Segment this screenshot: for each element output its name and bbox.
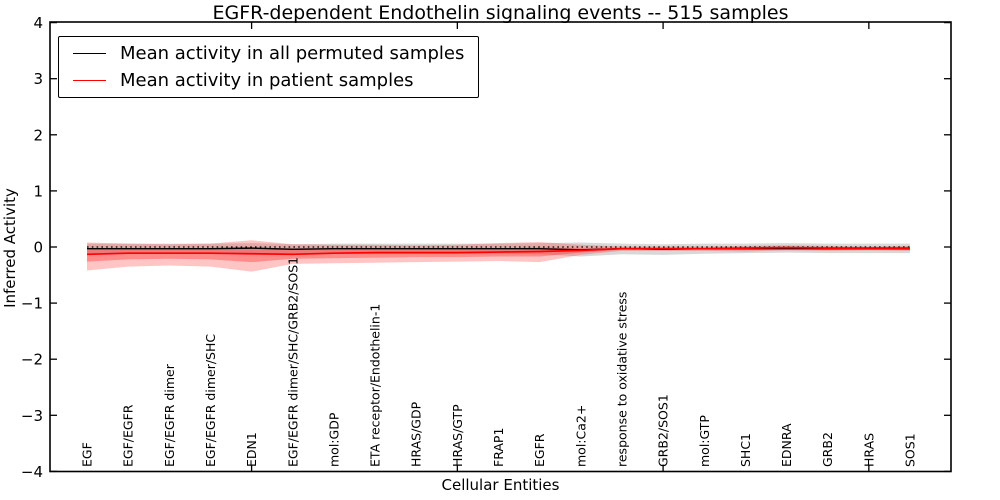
x-entity-label: mol:Ca2+	[573, 405, 588, 467]
y-tick-label: −2	[21, 351, 43, 369]
legend-label-patient: Mean activity in patient samples	[120, 70, 414, 91]
x-entity-label: HRAS/GTP	[450, 404, 465, 467]
legend-entry-patient: Mean activity in patient samples	[73, 67, 464, 94]
x-entity-label: EDN1	[244, 432, 259, 467]
x-entity-label: mol:GTP	[697, 415, 712, 467]
patient-inner-band	[87, 246, 910, 263]
x-entity-label: EGF	[80, 442, 95, 467]
x-entity-label: FRAP1	[491, 428, 506, 467]
x-entity-label: GRB2	[820, 432, 835, 467]
y-tick-label: −3	[21, 407, 43, 425]
y-tick-label: 3	[33, 70, 43, 88]
legend-line-patient-icon	[73, 80, 106, 81]
y-tick-label: −4	[21, 463, 43, 481]
x-entity-label: EGFR	[532, 433, 547, 467]
permuted-std-band	[87, 242, 910, 257]
x-entity-label: EDNRA	[779, 423, 794, 467]
y-axis-title: Inferred Activity	[1, 188, 19, 308]
x-axis-title: Cellular Entities	[441, 476, 560, 494]
legend-label-permuted: Mean activity in all permuted samples	[120, 43, 465, 64]
permuted-mean-line	[87, 247, 910, 251]
x-entity-label: HRAS	[861, 433, 876, 467]
x-entity-label: EGF/EGFR dimer/SHC/GRB2/SOS1	[285, 257, 300, 467]
x-entity-label: GRB2/SOS1	[656, 394, 671, 467]
x-entity-label: SOS1	[903, 433, 918, 467]
legend-entry-permuted: Mean activity in all permuted samples	[73, 40, 464, 67]
x-entity-label: ETA receptor/Endothelin-1	[368, 304, 383, 467]
x-entity-label: response to oxidative stress	[614, 292, 629, 467]
x-entity-label: HRAS/GDP	[409, 401, 424, 467]
y-tick-label: −1	[21, 295, 43, 313]
y-tick-label: 0	[33, 239, 43, 257]
x-entity-label: EGF/EGFR dimer/SHC	[203, 334, 218, 467]
x-entity-label: mol:GDP	[326, 412, 341, 467]
y-tick-label: 2	[33, 126, 43, 144]
patient-mean-line	[86, 246, 910, 256]
x-entity-label: EGF/EGFR dimer	[162, 363, 177, 467]
y-tick-label: 4	[33, 14, 43, 32]
x-entity-label: SHC1	[738, 433, 753, 467]
chart-title: EGFR-dependent Endothelin signaling even…	[212, 2, 789, 24]
legend: Mean activity in all permuted samples Me…	[58, 36, 480, 98]
legend-line-permuted-icon	[73, 53, 106, 54]
y-tick-label: 1	[33, 182, 43, 200]
x-entity-label: EGF/EGFR	[121, 404, 136, 467]
